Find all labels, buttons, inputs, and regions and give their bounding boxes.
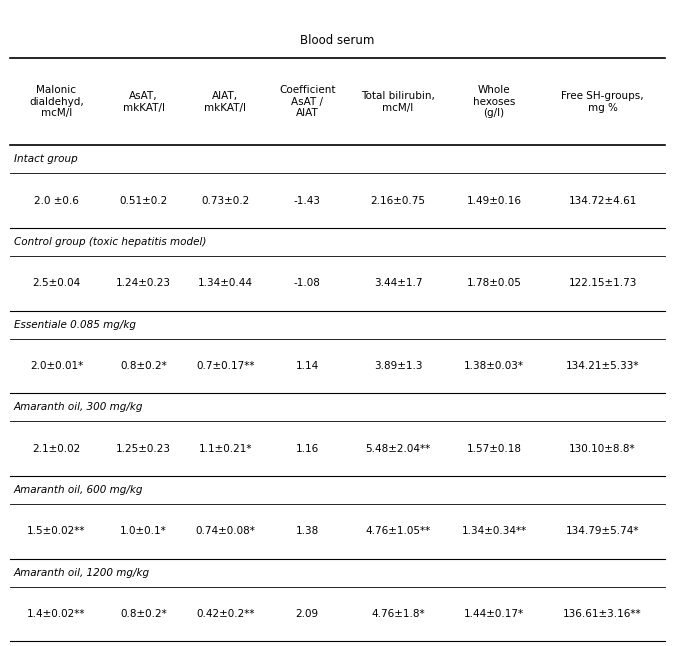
Text: 2.16±0.75: 2.16±0.75 <box>371 196 425 205</box>
Text: -1.08: -1.08 <box>294 278 321 288</box>
Text: 1.44±0.17*: 1.44±0.17* <box>464 609 524 619</box>
Text: 130.10±8.8*: 130.10±8.8* <box>569 444 636 453</box>
Text: Intact group: Intact group <box>14 154 77 164</box>
Text: 4.76±1.05**: 4.76±1.05** <box>365 526 431 536</box>
Text: 1.38: 1.38 <box>296 526 319 536</box>
Text: 1.34±0.34**: 1.34±0.34** <box>462 526 526 536</box>
Text: 3.44±1.7: 3.44±1.7 <box>374 278 423 288</box>
Text: 0.7±0.17**: 0.7±0.17** <box>196 361 254 371</box>
Text: 5.48±2.04**: 5.48±2.04** <box>365 444 431 453</box>
Text: 1.4±0.02**: 1.4±0.02** <box>27 609 86 619</box>
Text: Whole
hexoses
(g/l): Whole hexoses (g/l) <box>473 85 515 118</box>
Text: 134.72±4.61: 134.72±4.61 <box>568 196 637 205</box>
Text: Essentiale 0.085 mg/kg: Essentiale 0.085 mg/kg <box>14 320 136 329</box>
Text: 3.89±1.3: 3.89±1.3 <box>374 361 423 371</box>
Text: AlAT,
mkKAT/l: AlAT, mkKAT/l <box>205 91 246 112</box>
Text: 0.74±0.08*: 0.74±0.08* <box>196 526 255 536</box>
Text: -1.43: -1.43 <box>294 196 321 205</box>
Text: AsAT,
mkKAT/l: AsAT, mkKAT/l <box>123 91 165 112</box>
Text: Free SH-groups,
mg %: Free SH-groups, mg % <box>562 91 644 112</box>
Text: 122.15±1.73: 122.15±1.73 <box>568 278 637 288</box>
Text: 134.79±5.74*: 134.79±5.74* <box>566 526 639 536</box>
Text: 1.78±0.05: 1.78±0.05 <box>466 278 522 288</box>
Text: Total bilirubin,
mcM/l: Total bilirubin, mcM/l <box>361 91 435 112</box>
Text: Amaranth oil, 300 mg/kg: Amaranth oil, 300 mg/kg <box>14 402 143 412</box>
Text: 1.25±0.23: 1.25±0.23 <box>116 444 171 453</box>
Text: Control group (toxic hepatitis model): Control group (toxic hepatitis model) <box>14 237 206 247</box>
Text: 0.8±0.2*: 0.8±0.2* <box>120 609 167 619</box>
Text: 2.1±0.02: 2.1±0.02 <box>32 444 80 453</box>
Text: 1.34±0.44: 1.34±0.44 <box>198 278 253 288</box>
Text: Amaranth oil, 1200 mg/kg: Amaranth oil, 1200 mg/kg <box>14 568 150 578</box>
Text: 2.09: 2.09 <box>296 609 319 619</box>
Text: Amaranth oil, 600 mg/kg: Amaranth oil, 600 mg/kg <box>14 485 143 495</box>
Text: 1.38±0.03*: 1.38±0.03* <box>464 361 524 371</box>
Text: 1.0±0.1*: 1.0±0.1* <box>120 526 167 536</box>
Text: 1.24±0.23: 1.24±0.23 <box>116 278 171 288</box>
Text: 2.0 ±0.6: 2.0 ±0.6 <box>34 196 79 205</box>
Text: 1.5±0.02**: 1.5±0.02** <box>27 526 86 536</box>
Text: 134.21±5.33*: 134.21±5.33* <box>566 361 639 371</box>
Text: Blood serum: Blood serum <box>300 34 375 47</box>
Text: 4.76±1.8*: 4.76±1.8* <box>371 609 425 619</box>
Text: 0.8±0.2*: 0.8±0.2* <box>120 361 167 371</box>
Text: 1.16: 1.16 <box>296 444 319 453</box>
Text: Coefficient
AsAT /
AlAT: Coefficient AsAT / AlAT <box>279 85 335 118</box>
Text: 2.0±0.01*: 2.0±0.01* <box>30 361 83 371</box>
Text: Malonic
dialdehyd,
mcM/l: Malonic dialdehyd, mcM/l <box>29 85 84 118</box>
Text: 1.57±0.18: 1.57±0.18 <box>466 444 522 453</box>
Text: 1.14: 1.14 <box>296 361 319 371</box>
Text: 0.42±0.2**: 0.42±0.2** <box>196 609 254 619</box>
Text: 2.5±0.04: 2.5±0.04 <box>32 278 80 288</box>
Text: 1.49±0.16: 1.49±0.16 <box>466 196 522 205</box>
Text: 136.61±3.16**: 136.61±3.16** <box>564 609 642 619</box>
Text: 0.73±0.2: 0.73±0.2 <box>201 196 250 205</box>
Text: 1.1±0.21*: 1.1±0.21* <box>198 444 252 453</box>
Text: 0.51±0.2: 0.51±0.2 <box>119 196 167 205</box>
